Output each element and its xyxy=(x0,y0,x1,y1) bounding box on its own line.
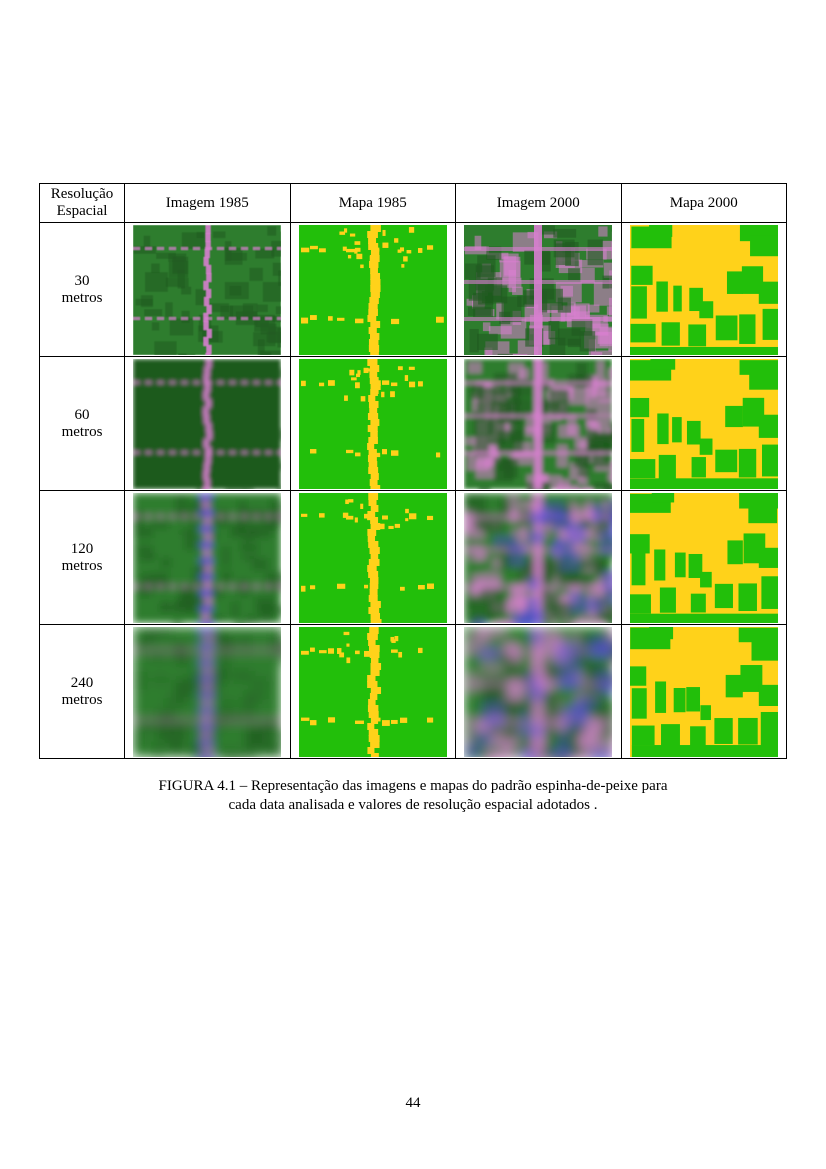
classification-map-2000 xyxy=(629,626,778,757)
table-row-30m: 30 metros xyxy=(39,222,787,357)
satellite-image-2000 xyxy=(464,358,613,489)
resolution-label: 30 metros xyxy=(39,222,125,357)
table-row-60m: 60 metros xyxy=(39,356,787,491)
page-number: 44 xyxy=(405,1095,421,1111)
header-map-2000: Mapa 2000 xyxy=(620,183,787,223)
header-resolution: Resolução Espacial xyxy=(39,183,125,223)
satellite-image-1985 xyxy=(133,224,282,355)
figure-table: Resolução Espacial Imagem 1985 Mapa 1985… xyxy=(39,183,787,759)
table-row-120m: 120 metros xyxy=(39,490,787,625)
header-image-2000: Imagem 2000 xyxy=(455,183,622,223)
satellite-image-2000 xyxy=(464,224,613,355)
satellite-image-2000 xyxy=(464,492,613,623)
table-row-240m: 240 metros xyxy=(39,624,787,759)
resolution-label: 120 metros xyxy=(39,490,125,625)
classification-map-2000 xyxy=(629,224,778,355)
resolution-label: 60 metros xyxy=(39,356,125,491)
caption-line-1: FIGURA 4.1 – Representação das imagens e… xyxy=(158,778,668,794)
satellite-image-1985 xyxy=(133,626,282,757)
classification-map-2000 xyxy=(629,492,778,623)
caption-line-2: cada data analisada e valores de resoluç… xyxy=(228,797,598,813)
classification-map-1985 xyxy=(298,358,447,489)
satellite-image-1985 xyxy=(133,492,282,623)
header-row: Resolução Espacial Imagem 1985 Mapa 1985… xyxy=(39,183,787,223)
classification-map-1985 xyxy=(298,224,447,355)
figure-caption: FIGURA 4.1 – Representação das imagens e… xyxy=(60,777,766,815)
header-map-1985: Mapa 1985 xyxy=(289,183,456,223)
classification-map-1985 xyxy=(298,492,447,623)
classification-map-1985 xyxy=(298,626,447,757)
header-image-1985: Imagem 1985 xyxy=(124,183,291,223)
resolution-label: 240 metros xyxy=(39,624,125,759)
satellite-image-2000 xyxy=(464,626,613,757)
classification-map-2000 xyxy=(629,358,778,489)
satellite-image-1985 xyxy=(133,358,282,489)
